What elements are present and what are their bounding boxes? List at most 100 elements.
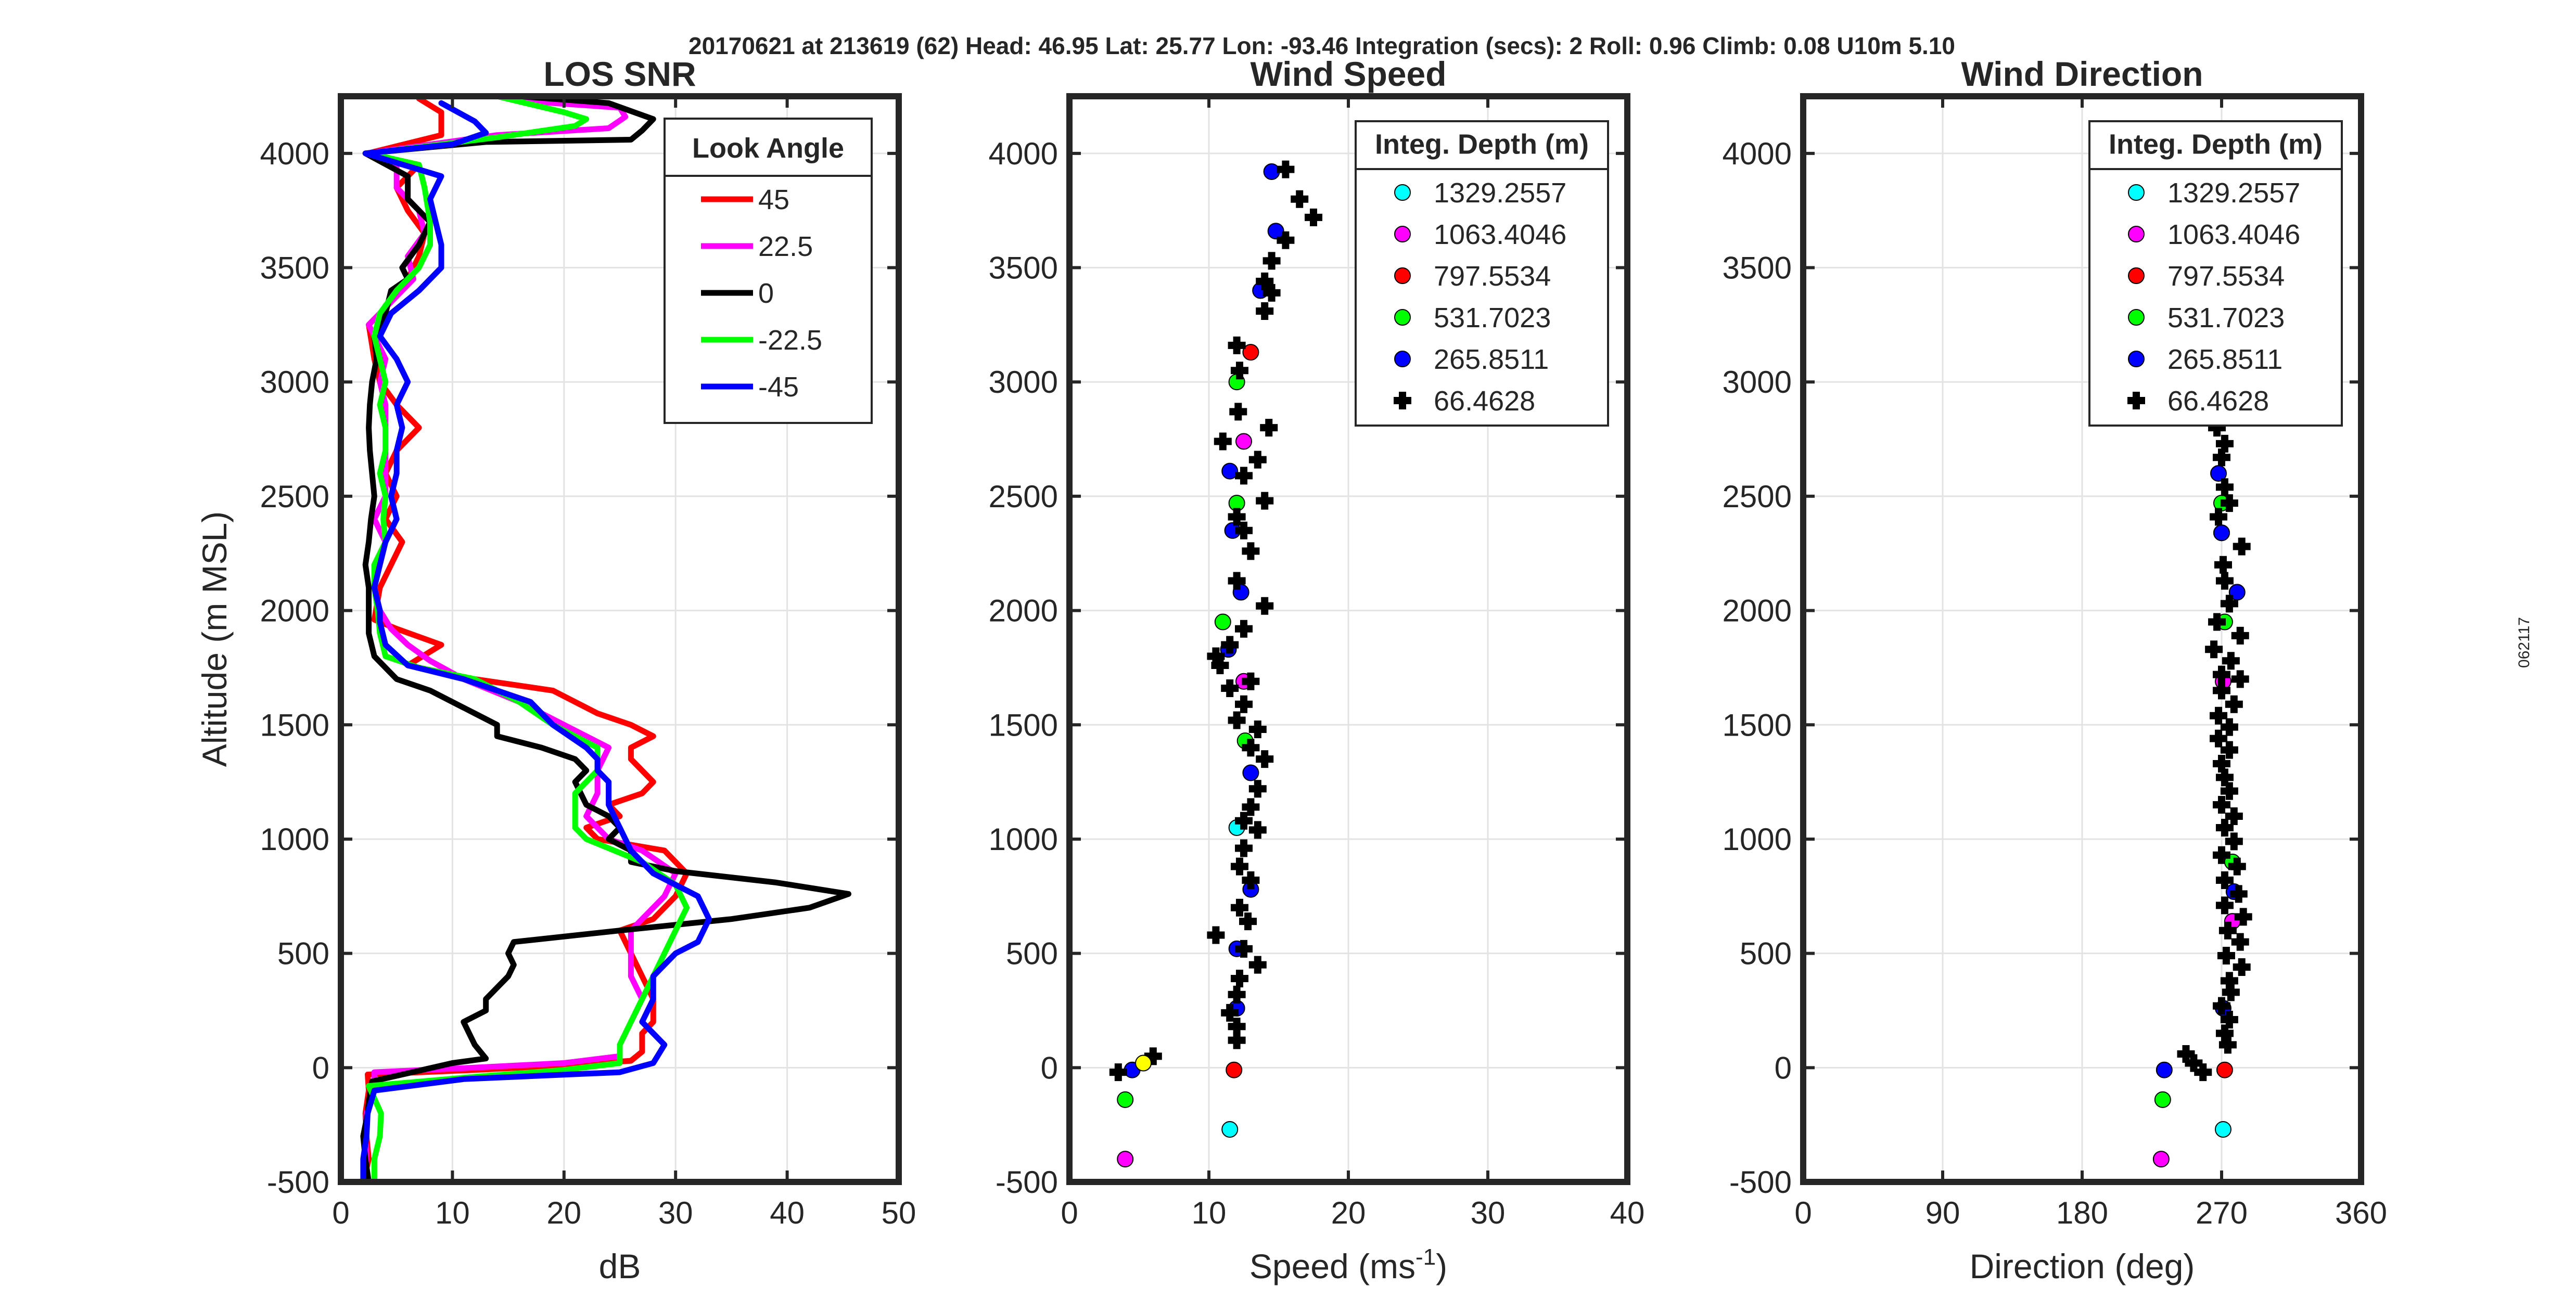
direction-series-66-4628-point-21 <box>2220 741 2238 759</box>
speed-series-66-4628-point-32 <box>1242 739 1260 757</box>
direction-xtick-label-90: 90 <box>1925 1195 1960 1230</box>
speed-series-66-4628-point-33 <box>1256 750 1274 768</box>
direction-series-66-4628-point-31 <box>2215 871 2234 890</box>
direction-data <box>2152 419 2252 1168</box>
direction-legend-265-8511-label: 265.8511 <box>2167 344 2282 375</box>
direction-series-66-4628-point-28 <box>2225 832 2243 851</box>
snr-xtick-label-20: 20 <box>546 1195 581 1230</box>
direction-series-66-4628-point-27 <box>2215 818 2234 837</box>
speed-series-265-8511-point-4 <box>1221 462 1239 480</box>
speed-legend-531-7023-label: 531.7023 <box>1434 302 1551 333</box>
direction-series-66-4628-point-46 <box>2185 1054 2203 1072</box>
speed-series-66-4628-point-19 <box>1235 521 1253 539</box>
snr-xtick-label-10: 10 <box>435 1195 470 1230</box>
speed-series-66-4628-point-8 <box>1263 284 1281 302</box>
speed-series-531-7023-point-0 <box>1117 1091 1134 1108</box>
direction-legend-1063-4046-label: 1063.4046 <box>2167 219 2300 250</box>
speed-series-66-4628-point-36 <box>1235 812 1253 830</box>
speed-series-66-4628-point-39 <box>1230 857 1248 876</box>
speed-series-66-4628-point-43 <box>1207 926 1225 944</box>
direction-series-66-4628-point-4 <box>2220 494 2238 512</box>
direction-ytick-label-2500: 2500 <box>1723 479 1792 514</box>
direction-series-265-8511-point-2 <box>2213 524 2230 542</box>
snr-title: LOS SNR <box>543 55 696 93</box>
speed-xlabel: Speed (ms-1) <box>1249 1244 1447 1285</box>
speed-series-1063-4046-point-1 <box>1235 433 1252 450</box>
speed-series-66-4628-point-0 <box>1109 1063 1127 1082</box>
speed-series-1329-2557-point-0 <box>1221 1121 1239 1138</box>
speed-series-797-5534-point-0 <box>1226 1061 1243 1078</box>
direction-legend: Integ. Depth (m) 1329.2557 1063.4046 797.55… <box>2088 120 2343 427</box>
snr-series-22-5-line <box>360 98 679 1182</box>
snr-axes-box <box>338 93 902 1185</box>
snr-ytick-label-3500: 3500 <box>260 251 329 286</box>
snr-xtick-label-0: 0 <box>332 1195 349 1230</box>
speed-series-extra-point-0 <box>1135 1054 1152 1072</box>
snr-ytick-label-500: 500 <box>277 936 329 971</box>
snr-legend-22-5-label: -22.5 <box>758 325 822 356</box>
speed-legend-66-4628-swatch <box>1394 392 1411 409</box>
snr-series-45-line <box>360 100 712 1182</box>
speed-ytick-label-3500: 3500 <box>989 251 1058 286</box>
direction-xtick-label-360: 360 <box>2335 1195 2387 1230</box>
speed-series-66-4628-point-50 <box>1228 1031 1246 1049</box>
speed-series-66-4628-point-7 <box>1256 272 1274 290</box>
snr-legend-title: Look Angle <box>692 133 844 164</box>
direction-series-66-4628-point-44 <box>2218 1036 2237 1054</box>
direction-legend-1329-2557-swatch <box>2128 184 2145 201</box>
direction-legend-66-4628-swatch <box>2127 392 2145 409</box>
direction-xtick-label-180: 180 <box>2056 1195 2108 1230</box>
direction-series-66-4628-point-2 <box>2213 448 2230 467</box>
speed-legend-531-7023-swatch <box>1394 309 1411 326</box>
speed-series-66-4628-point-11 <box>1230 362 1248 380</box>
snr-ytick-label-2500: 2500 <box>260 479 329 514</box>
speed-series-66-4628-point-29 <box>1235 695 1253 713</box>
direction-legend-531-7023-label: 531.7023 <box>2167 302 2285 333</box>
speed-series-66-4628-point-35 <box>1242 798 1260 816</box>
speed-ytick-label-4000: 4000 <box>989 136 1058 171</box>
speed-series-66-4628-point-18 <box>1228 508 1246 526</box>
direction-legend-797-5534-swatch <box>2128 267 2145 284</box>
direction-series-66-4628-point-35 <box>2218 921 2237 940</box>
direction-ytick-label-3500: 3500 <box>1723 251 1792 286</box>
direction-series-66-4628-point-16 <box>2213 681 2230 700</box>
speed-series-66-4628-point-37 <box>1248 821 1267 839</box>
speed-series-66-4628-point-10 <box>1228 336 1246 354</box>
direction-series-1063-4046-point-0 <box>2152 1151 2170 1168</box>
snr-xtick-label-50: 50 <box>882 1195 916 1230</box>
direction-series-66-4628-point-29 <box>2213 846 2230 864</box>
speed-series-66-4628-point-12 <box>1229 403 1247 421</box>
speed-series-66-4628-point-38 <box>1235 839 1253 857</box>
speed-series-66-4628-point-17 <box>1256 492 1274 510</box>
direction-legend-265-8511-swatch <box>2128 351 2145 367</box>
speed-xtick-label-20: 20 <box>1331 1195 1366 1230</box>
snr-ytick-label-1000: 1000 <box>260 822 329 857</box>
snr-xtick-label-30: 30 <box>658 1195 693 1230</box>
speed-legend-797-5534-label: 797.5534 <box>1434 261 1551 292</box>
direction-series-66-4628-point-33 <box>2215 896 2234 915</box>
direction-series-66-4628-point-18 <box>2210 706 2228 725</box>
speed-ytick-label-3000: 3000 <box>989 365 1058 400</box>
speed-series-66-4628-point-42 <box>1239 912 1257 931</box>
direction-legend-title: Integ. Depth (m) <box>2109 129 2323 160</box>
direction-series-66-4628-point-15 <box>2231 670 2249 688</box>
speed-series-66-4628-point-2 <box>1277 160 1295 178</box>
snr-data <box>360 96 851 1182</box>
direction-ytick-label-500: 500 <box>1740 936 1792 971</box>
snr-legend-22-5-label: 22.5 <box>758 231 813 262</box>
direction-series-265-8511-point-0 <box>2156 1061 2173 1078</box>
speed-xtick-label-40: 40 <box>1610 1195 1645 1230</box>
direction-series-66-4628-point-42 <box>2220 1011 2238 1029</box>
speed-legend-title: Integ. Depth (m) <box>1375 129 1589 160</box>
direction-legend-531-7023-swatch <box>2128 309 2145 326</box>
speed-series-265-8511-point-8 <box>1242 764 1259 781</box>
speed-series-66-4628-point-4 <box>1305 208 1322 226</box>
wind-speed-panel: 0 10 20 30 40-500050010001500200025003000350… <box>989 55 1645 1285</box>
speed-legend-265-8511-label: 265.8511 <box>1434 344 1549 375</box>
direction-legend-66-4628-label: 66.4628 <box>2167 385 2269 417</box>
speed-ytick-label-1000: 1000 <box>989 822 1058 857</box>
direction-series-66-4628-point-8 <box>2215 572 2234 590</box>
snr-ytick-label-0: 0 <box>312 1050 329 1085</box>
speed-ytick-label-2500: 2500 <box>989 479 1058 514</box>
speed-ytick-label-500: 500 <box>1006 936 1058 971</box>
